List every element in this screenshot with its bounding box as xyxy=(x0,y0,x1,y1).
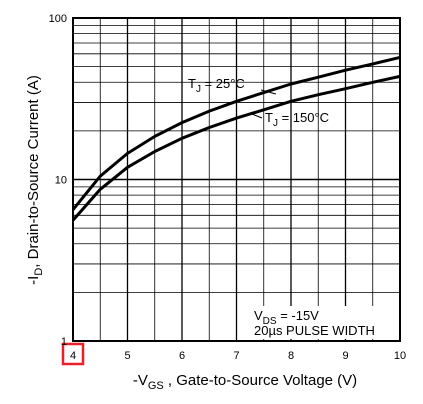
x-tick-label: 7 xyxy=(233,350,239,362)
x-tick-label: 9 xyxy=(342,350,348,362)
x-axis-label: -VGS , Gate-to-Source Voltage (V) xyxy=(133,372,357,392)
y-tick-label: 10 xyxy=(55,175,67,187)
pointer-tj-150c xyxy=(251,113,263,119)
x-tick-label: 10 xyxy=(394,350,406,362)
plot-grid xyxy=(73,18,400,341)
x-tick-label: 4 xyxy=(70,350,76,362)
x-tick-label: 5 xyxy=(124,350,130,362)
x-tick-label: 6 xyxy=(179,350,185,362)
label-tj-25c: TJ = 25°C xyxy=(188,76,245,95)
y-tick-label: 1 xyxy=(61,336,67,348)
label-vds: VDS = -15V xyxy=(254,308,319,327)
data-curves xyxy=(71,55,401,222)
pointer-tj-25c xyxy=(260,89,277,95)
y-tick-label: 100 xyxy=(49,13,67,25)
curve-tj-25c xyxy=(71,55,401,211)
condition-box xyxy=(251,306,396,339)
x-tick-label: 8 xyxy=(288,350,294,362)
x-axis-ticks: 4 5 6 7 8 9 10 xyxy=(61,342,406,366)
plot-frame xyxy=(72,17,401,342)
label-tj-150c: TJ = 150°C xyxy=(265,110,329,129)
highlighted-tick-box xyxy=(61,342,85,366)
y-axis-ticks: 1 10 100 xyxy=(49,13,67,348)
curve-tj-150c xyxy=(71,74,401,222)
y-axis-label: -ID, Drain-to-Source Current (A) xyxy=(25,75,45,285)
label-pulse-width: 20µs PULSE WIDTH xyxy=(254,323,375,338)
